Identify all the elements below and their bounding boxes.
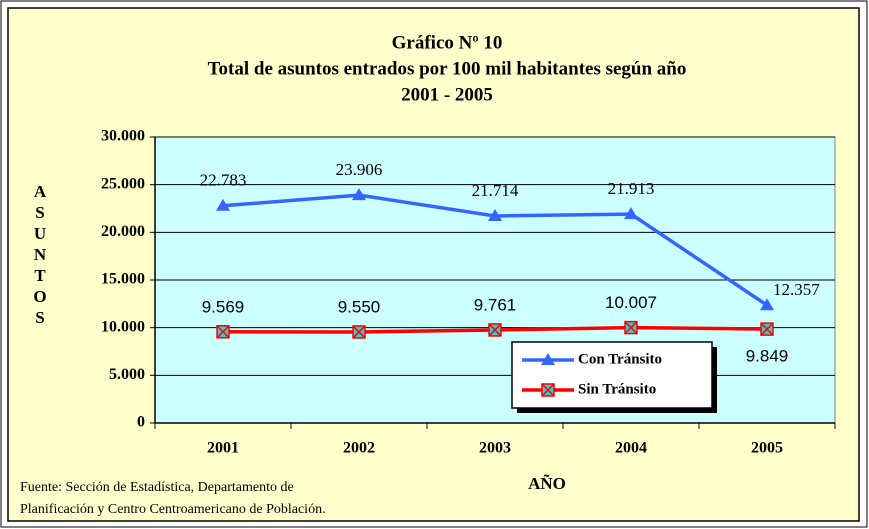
chart-title: Gráfico Nº 10 [392,32,503,53]
data-label: 23.906 [336,160,383,179]
y-tick-label: 15.000 [101,271,145,288]
x-axis-label: AÑO [528,474,566,493]
marker [488,208,502,221]
y-tick-label: 30.000 [101,128,145,145]
marker [352,188,366,201]
chart-title: Total de asuntos entrados por 100 mil ha… [208,58,687,79]
marker-x [488,323,502,337]
data-label: 9.849 [746,347,789,366]
data-label: 12.357 [773,280,820,299]
marker-x [760,322,774,336]
x-tick-label: 2003 [479,440,511,457]
legend [511,341,713,409]
x-tick-label: 2004 [615,440,647,457]
marker-x [352,325,366,339]
data-label: 22.783 [200,171,247,190]
y-tick-label: 5.000 [109,366,145,383]
marker [760,298,774,311]
data-label: 10.007 [605,293,657,312]
chart-title: 2001 - 2005 [401,84,493,105]
x-tick-label: 2005 [751,440,783,457]
marker-x [216,325,230,339]
marker-x [541,383,555,397]
data-label: 9.550 [338,297,381,316]
y-tick-label: 10.000 [101,318,145,335]
data-label: 21.913 [608,179,655,198]
data-label: 21.714 [472,181,519,200]
legend-label: Con Tránsito [578,351,662,367]
marker [541,353,555,365]
y-tick-label: 20.000 [101,223,145,240]
y-tick-label: 0 [137,414,145,431]
data-label: 9.569 [202,297,245,316]
y-tick-label: 25.000 [101,175,145,192]
y-axis-label: ASUNTOS [31,182,50,329]
marker-x [624,321,638,335]
source: Fuente: Sección de Estadística, Departam… [20,480,294,495]
x-tick-label: 2001 [207,440,239,457]
legend-label: Sin Tránsito [578,381,656,397]
marker [624,207,638,220]
data-label: 9.761 [474,295,517,314]
marker [216,198,230,211]
x-tick-label: 2002 [343,440,375,457]
source: Planificación y Centro Centroamericano d… [20,502,326,517]
